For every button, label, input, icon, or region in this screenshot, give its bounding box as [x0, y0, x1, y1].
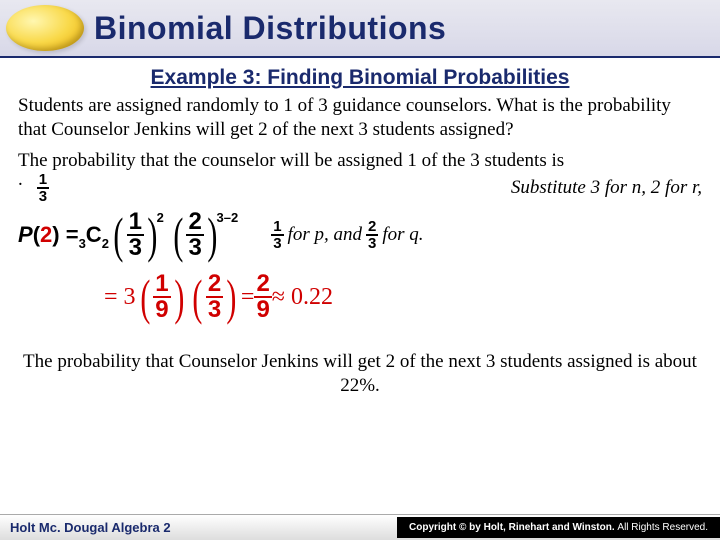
footer-copyright: Copyright © by Holt, Rinehart and Winsto…: [397, 517, 720, 538]
frac-q: 2 3: [366, 219, 378, 251]
substitute-line-a: Substitute 3 for n, 2 for r,: [511, 177, 702, 199]
combination: 3 C 2: [79, 222, 109, 248]
title-header: Binomial Distributions: [0, 0, 720, 58]
term-1: ( 1 3 ) 2: [110, 210, 168, 260]
frac-p: 1 3: [271, 219, 283, 251]
footer-brand: Holt Mc. Dougal Algebra 2: [0, 520, 171, 535]
frac-one-third: 1 3: [37, 172, 49, 204]
content-area: Example 3: Finding Binomial Probabilitie…: [0, 58, 720, 398]
conclusion-text: The probability that Counselor Jenkins w…: [18, 350, 702, 398]
footer-bar: Holt Mc. Dougal Algebra 2 Copyright © by…: [0, 514, 720, 540]
formula-row: P ( 2 ) = 3 C 2 ( 1 3 ) 2 ( 2: [18, 210, 702, 260]
formula-expression: P ( 2 ) = 3 C 2 ( 1 3 ) 2 ( 2: [18, 210, 243, 260]
substitute-line-b: 1 3 for p, and 2 3 for q.: [271, 219, 423, 251]
red-equation: = 3 ( 1 9 ) ( 2 3 ) = 2 9 ≈ 0.22: [104, 272, 702, 322]
period: .: [18, 169, 23, 191]
page-title: Binomial Distributions: [94, 10, 446, 47]
example-heading: Example 3: Finding Binomial Probabilitie…: [18, 66, 702, 90]
explain-text: The probability that the counselor will …: [18, 150, 702, 173]
logo-oval: [6, 5, 84, 51]
problem-text: Students are assigned randomly to 1 of 3…: [18, 94, 702, 142]
term-2: ( 2 3 ) 3–2: [170, 210, 242, 260]
frac-row-1: . 1 3 Substitute 3 for n, 2 for r,: [18, 172, 702, 204]
